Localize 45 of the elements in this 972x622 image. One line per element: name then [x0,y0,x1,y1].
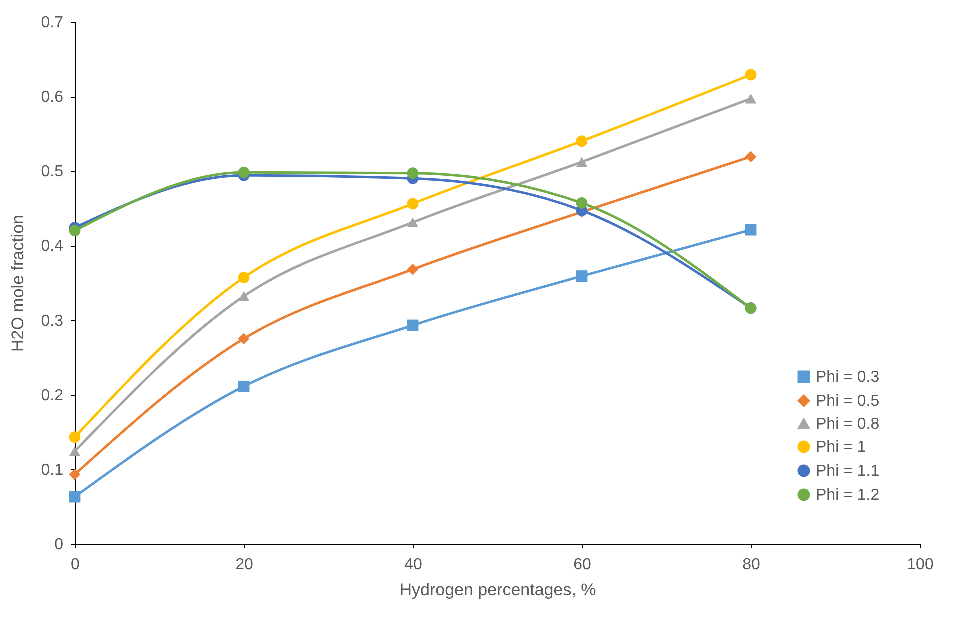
x-tick-label: 60 [574,556,592,574]
point [576,198,588,209]
y-tick-label: 0.7 [41,14,64,32]
y-tick-label: 0.1 [41,462,64,479]
x-tick-label: 80 [742,556,760,574]
point [745,94,757,104]
point [576,157,588,168]
point [69,432,81,444]
point [238,291,250,302]
point [407,264,419,276]
y-tick-label: 0.6 [41,89,64,106]
x-tick-label: 100 [907,556,934,574]
point [576,136,588,148]
point [407,218,419,228]
legend-label: Phi = 1 [816,439,866,456]
legend-label: Phi = 1.2 [816,487,880,504]
point [69,225,81,236]
x-tick-label: 0 [71,556,80,574]
point [576,270,588,282]
point [238,272,250,284]
legend-label: Phi = 1.1 [816,463,880,480]
x-tick-label: 40 [404,556,422,574]
point [238,333,250,345]
legend-label: Phi = 0.8 [816,416,880,433]
point [69,468,81,480]
point [745,151,757,163]
point [69,446,81,456]
point [407,320,419,332]
y-tick-label: 0.2 [41,387,64,404]
legend-label: Phi = 0.5 [816,393,880,410]
y-axis-title: H2O mole fraction [8,215,28,352]
y-tick-label: 0.5 [41,164,64,181]
point [238,380,250,392]
x-tick-label: 20 [236,556,254,574]
point [745,69,757,81]
y-tick-label: 0.3 [41,312,64,330]
y-tick-label: 0.4 [41,238,64,256]
point [238,166,250,178]
point [407,168,419,180]
point [407,198,419,210]
y-tick-label: 0 [54,536,64,554]
point [745,224,757,236]
point [69,491,81,503]
x-axis-title: Hydrogen percentages, % [400,580,596,600]
legend-label: Phi = 0.3 [816,369,880,386]
